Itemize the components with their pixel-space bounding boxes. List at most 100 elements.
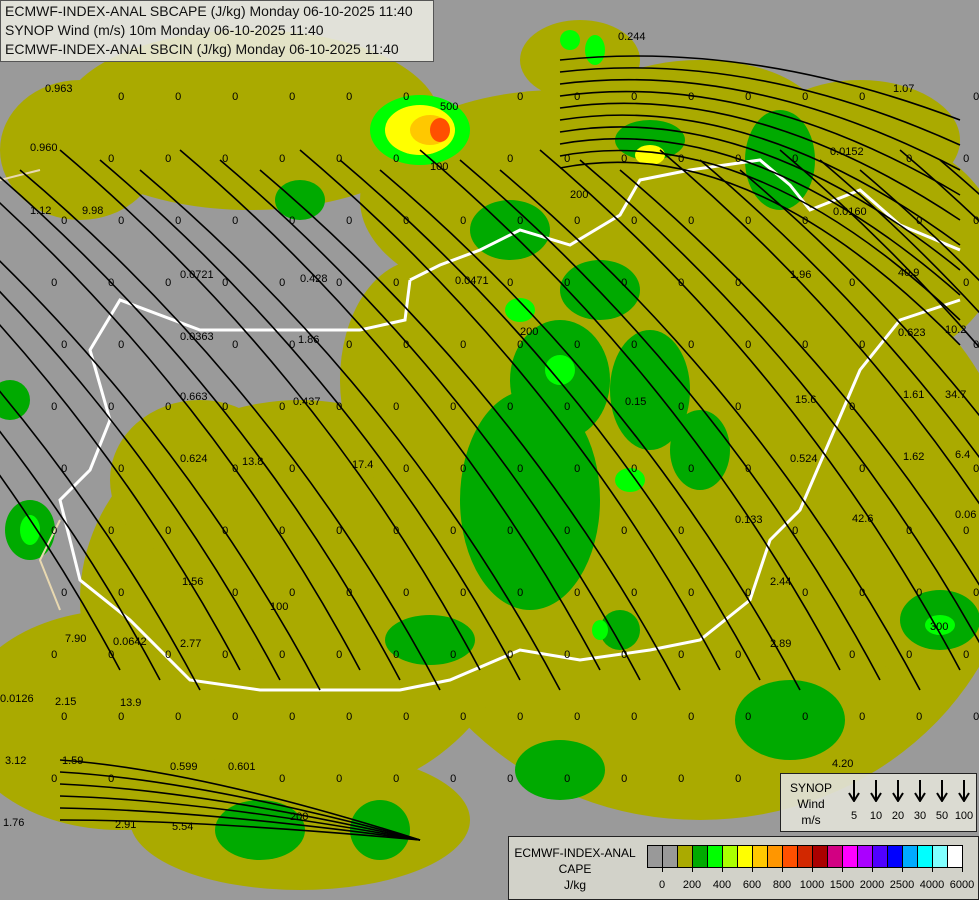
streamline [559,55,961,121]
station-value-zero: 0 [118,587,124,599]
station-value: 17.4 [352,459,373,471]
station-value-zero: 0 [450,649,456,661]
station-value: 34.7 [945,389,966,401]
station-value-zero: 0 [336,153,342,165]
contour-label: 500 [440,101,458,113]
border-line [409,158,961,282]
station-value-zero: 0 [403,339,409,351]
colorbar-tick-label: 1500 [829,879,855,891]
station-value: 0.663 [180,391,208,403]
station-value-zero: 0 [393,649,399,661]
station-value-zero: 0 [279,525,285,537]
station-value-zero: 0 [108,401,114,413]
arrow-down-icon [936,780,948,802]
station-value-zero: 0 [973,91,979,103]
cape-colorbar-legend: ECMWF-INDEX-ANAL CAPE J/kg 0 200 400 600 800… [508,836,979,900]
cape-region-200 [600,610,640,650]
station-value-zero: 0 [802,215,808,227]
station-value: 40.9 [898,267,919,279]
station-value-zero: 0 [621,277,627,289]
station-value-zero: 0 [279,153,285,165]
station-value-zero: 0 [973,587,979,599]
station-value-zero: 0 [108,525,114,537]
station-value-zero: 0 [108,153,114,165]
synop-speed-30: 30 [909,780,931,822]
station-value-zero: 0 [745,587,751,599]
station-value-zero: 0 [222,277,228,289]
arrow-down-icon [892,780,904,802]
station-value-zero: 0 [289,463,295,475]
station-value: 0.0721 [180,269,214,281]
station-value-zero: 0 [336,773,342,785]
station-value-zero: 0 [621,773,627,785]
station-value-zero: 0 [165,525,171,537]
station-value: 2.44 [770,576,791,588]
station-value-zero: 0 [849,277,855,289]
streamline [559,114,961,246]
station-value-zero: 0 [108,773,114,785]
station-value-zero: 0 [279,773,285,785]
station-value: 2.91 [115,819,136,831]
colorbar-swatch [648,846,663,867]
station-value-zero: 0 [688,215,694,227]
streamline [0,430,161,681]
station-value-zero: 0 [51,277,57,289]
streamline [539,149,961,671]
station-value: 0.0152 [830,146,864,158]
station-value-zero: 0 [564,525,570,537]
station-value-zero: 0 [963,277,969,289]
colorbar-tickmark [872,867,873,872]
synop-speed-label: 5 [850,810,858,822]
station-value-zero: 0 [517,463,523,475]
streamline [559,90,961,196]
colorbar-swatch [738,846,753,867]
cape-fill-layer [0,20,979,890]
station-value: 0.599 [170,761,198,773]
station-value-zero: 0 [346,91,352,103]
cape-region-100 [110,400,290,560]
map-title-box: ECMWF-INDEX-ANAL SBCAPE (J/kg) Monday 06… [0,0,434,62]
station-value-zero: 0 [279,277,285,289]
station-value: 0.623 [898,327,926,339]
arrow-down-icon [870,780,882,802]
colorbar-tick-label: 4000 [919,879,945,891]
title-cin: ECMWF-INDEX-ANAL SBCIN (J/kg) Monday 06-… [5,41,399,57]
streamline [0,176,401,681]
station-value-zero: 0 [61,587,67,599]
streamline [559,67,961,146]
station-value: 0.133 [735,514,763,526]
station-value-zero: 0 [336,277,342,289]
contour-label: 200 [570,189,588,201]
station-value-zero: 0 [165,277,171,289]
colorbar-swatch [933,846,948,867]
colorbar-swatch [768,846,783,867]
station-value-zero: 0 [631,711,637,723]
station-value: 1.56 [182,576,203,588]
station-value-zero: 0 [973,215,979,227]
station-value-zero: 0 [460,339,466,351]
station-value-zero: 0 [688,711,694,723]
colorbar-swatch [813,846,828,867]
station-value: 1.76 [3,817,24,829]
cape-region-400 [592,620,608,640]
station-value: 0.437 [293,396,321,408]
colorbar-tick-label: 600 [742,879,762,891]
synop-speed-50: 50 [931,780,953,822]
station-value-zero: 0 [460,711,466,723]
station-value-zero: 0 [688,587,694,599]
station-value-zero: 0 [222,649,228,661]
station-value-zero: 0 [289,711,295,723]
colorbar-swatch [843,846,858,867]
station-value-zero: 0 [289,91,295,103]
station-value-zero: 0 [849,401,855,413]
colorbar-tick-label: 2500 [889,879,915,891]
streamline [859,169,979,282]
station-value-zero: 0 [165,401,171,413]
station-value-zero: 0 [289,339,295,351]
streamline [0,290,281,681]
station-value-zero: 0 [507,649,513,661]
colorbar-tick-label: 0 [658,879,666,891]
streamline [559,161,961,346]
station-value: 0.244 [618,31,646,43]
